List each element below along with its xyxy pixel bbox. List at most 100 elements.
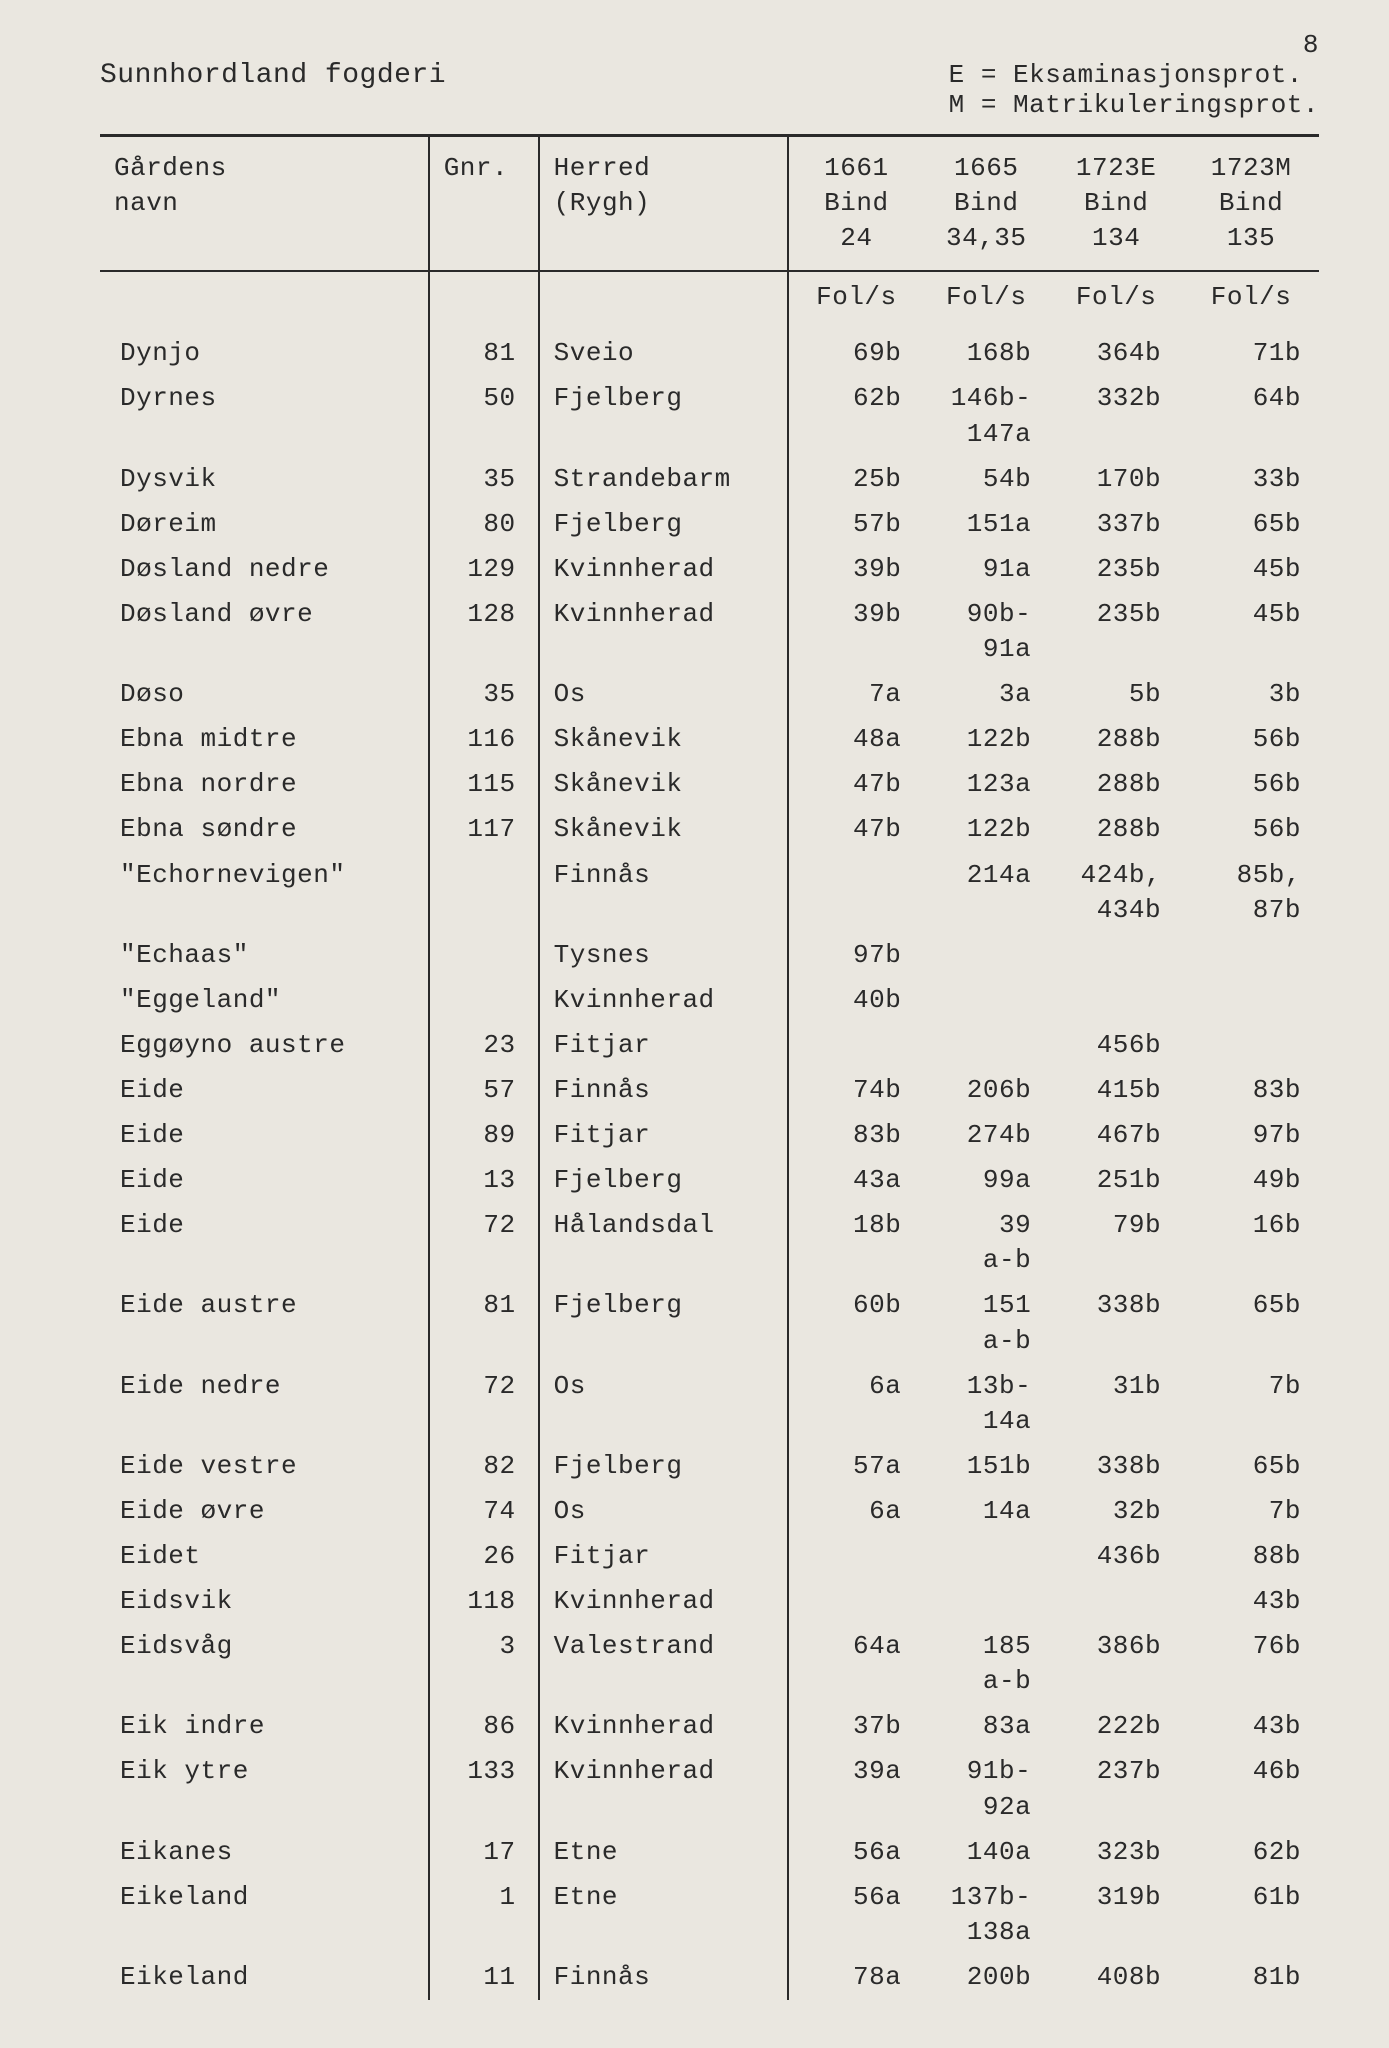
table-row: Ebna nordre115Skånevik47b123a288b56b xyxy=(100,762,1319,807)
cell-1661: 56a xyxy=(789,1830,919,1875)
cell-1665: 99a xyxy=(919,1158,1049,1203)
cell-1661: 7a xyxy=(789,672,919,717)
cell-1723m: 49b xyxy=(1179,1158,1319,1203)
col-header-text: Bind xyxy=(824,188,888,218)
header-legend: E = Eksaminasjonsprot. M = Matrikulering… xyxy=(949,60,1319,120)
cell-1723e: 5b xyxy=(1049,672,1179,717)
cell-1723e: 319b xyxy=(1049,1875,1179,1955)
subhead-fols: Fol/s xyxy=(1179,272,1319,331)
col-header-herred: Herred (Rygh) xyxy=(540,137,790,270)
cell-1723m: 85b, 87b xyxy=(1179,853,1319,933)
cell-name: Døso xyxy=(100,672,430,717)
cell-name: Eggøyno austre xyxy=(100,1023,430,1068)
cell-name: Eik indre xyxy=(100,1704,430,1749)
cell-name: Døreim xyxy=(100,502,430,547)
cell-1723e: 288b xyxy=(1049,807,1179,852)
cell-name: Eide xyxy=(100,1113,430,1158)
cell-name: Ebna søndre xyxy=(100,807,430,852)
cell-gnr: 128 xyxy=(430,592,540,672)
cell-herred: Finnås xyxy=(540,1068,790,1113)
table-row: "Eggeland"Kvinnherad40b xyxy=(100,978,1319,1023)
cell-herred: Tysnes xyxy=(540,933,790,978)
col-header-text: Gårdens xyxy=(114,153,227,183)
cell-gnr: 81 xyxy=(430,331,540,376)
col-header-text: (Rygh) xyxy=(554,188,651,218)
cell-1723e: 415b xyxy=(1049,1068,1179,1113)
table-row: Eidet26Fitjar436b88b xyxy=(100,1534,1319,1579)
cell-1661 xyxy=(789,1023,919,1068)
cell-herred: Kvinnherad xyxy=(540,547,790,592)
table-body: Dynjo81Sveio69b168b364b71bDyrnes50Fjelbe… xyxy=(100,331,1319,2000)
cell-1665: 13b- 14a xyxy=(919,1364,1049,1444)
table-row: Ebna midtre116Skånevik48a122b288b56b xyxy=(100,717,1319,762)
cell-1661: 47b xyxy=(789,762,919,807)
table-subheader-row: Fol/s Fol/s Fol/s Fol/s xyxy=(100,272,1319,331)
table-row: Eide57Finnås74b206b415b83b xyxy=(100,1068,1319,1113)
cell-1661: 57b xyxy=(789,502,919,547)
cell-1665: 39 a-b xyxy=(919,1203,1049,1283)
cell-gnr: 17 xyxy=(430,1830,540,1875)
cell-name: Eide austre xyxy=(100,1283,430,1363)
document-page: 8 Sunnhordland fogderi E = Eksaminasjons… xyxy=(0,0,1389,2048)
table-row: Eide vestre82Fjelberg57a151b338b65b xyxy=(100,1444,1319,1489)
cell-1661 xyxy=(789,1534,919,1579)
cell-herred: Fjelberg xyxy=(540,1444,790,1489)
table-row: Eide austre81Fjelberg60b151 a-b338b65b xyxy=(100,1283,1319,1363)
cell-1661: 97b xyxy=(789,933,919,978)
cell-1723e: 170b xyxy=(1049,457,1179,502)
cell-name: Eide xyxy=(100,1068,430,1113)
cell-1661: 64a xyxy=(789,1624,919,1704)
cell-gnr: 26 xyxy=(430,1534,540,1579)
table-header-row: Gårdens navn Gnr. Herred (Rygh) 1661 Bin… xyxy=(100,137,1319,272)
cell-1665: 14a xyxy=(919,1489,1049,1534)
cell-1665: 185 a-b xyxy=(919,1624,1049,1704)
subhead-empty xyxy=(430,272,540,331)
cell-gnr: 72 xyxy=(430,1364,540,1444)
subhead-empty xyxy=(540,272,790,331)
cell-gnr xyxy=(430,933,540,978)
subhead-fols: Fol/s xyxy=(789,272,919,331)
cell-1723e: 222b xyxy=(1049,1704,1179,1749)
cell-1723m: 56b xyxy=(1179,762,1319,807)
farm-register-table: Gårdens navn Gnr. Herred (Rygh) 1661 Bin… xyxy=(100,134,1319,2000)
cell-1661: 78a xyxy=(789,1955,919,2000)
cell-1723m xyxy=(1179,933,1319,978)
cell-1665 xyxy=(919,1534,1049,1579)
col-header-1665: 1665 Bind 34,35 xyxy=(919,137,1049,270)
cell-gnr: 11 xyxy=(430,1955,540,2000)
col-header-text: 1723E xyxy=(1076,153,1157,183)
cell-1665: 90b- 91a xyxy=(919,592,1049,672)
cell-1723m xyxy=(1179,1023,1319,1068)
header-title: Sunnhordland fogderi xyxy=(100,60,446,91)
table-row: Eidsvåg3Valestrand64a185 a-b386b76b xyxy=(100,1624,1319,1704)
cell-1665: 200b xyxy=(919,1955,1049,2000)
cell-name: Eidet xyxy=(100,1534,430,1579)
cell-name: Eide vestre xyxy=(100,1444,430,1489)
cell-name: "Echaas" xyxy=(100,933,430,978)
cell-1665: 91a xyxy=(919,547,1049,592)
cell-1723m: 88b xyxy=(1179,1534,1319,1579)
cell-herred: Kvinnherad xyxy=(540,978,790,1023)
cell-1723m: 45b xyxy=(1179,547,1319,592)
cell-1723e: 332b xyxy=(1049,376,1179,456)
cell-1661: 47b xyxy=(789,807,919,852)
cell-name: "Eggeland" xyxy=(100,978,430,1023)
cell-1723e: 288b xyxy=(1049,762,1179,807)
cell-1665: 206b xyxy=(919,1068,1049,1113)
cell-name: Eikeland xyxy=(100,1955,430,2000)
cell-1665: 151 a-b xyxy=(919,1283,1049,1363)
cell-gnr: 89 xyxy=(430,1113,540,1158)
cell-name: Ebna midtre xyxy=(100,717,430,762)
cell-gnr: 133 xyxy=(430,1749,540,1829)
cell-1665: 140a xyxy=(919,1830,1049,1875)
cell-name: Eikanes xyxy=(100,1830,430,1875)
cell-1665: 91b- 92a xyxy=(919,1749,1049,1829)
cell-1723e: 237b xyxy=(1049,1749,1179,1829)
cell-1661: 43a xyxy=(789,1158,919,1203)
cell-gnr: 72 xyxy=(430,1203,540,1283)
table-row: Eide72Hålandsdal18b39 a-b79b16b xyxy=(100,1203,1319,1283)
table-row: Dynjo81Sveio69b168b364b71b xyxy=(100,331,1319,376)
cell-1665: 137b- 138a xyxy=(919,1875,1049,1955)
cell-1665: 168b xyxy=(919,331,1049,376)
subhead-fols: Fol/s xyxy=(1049,272,1179,331)
